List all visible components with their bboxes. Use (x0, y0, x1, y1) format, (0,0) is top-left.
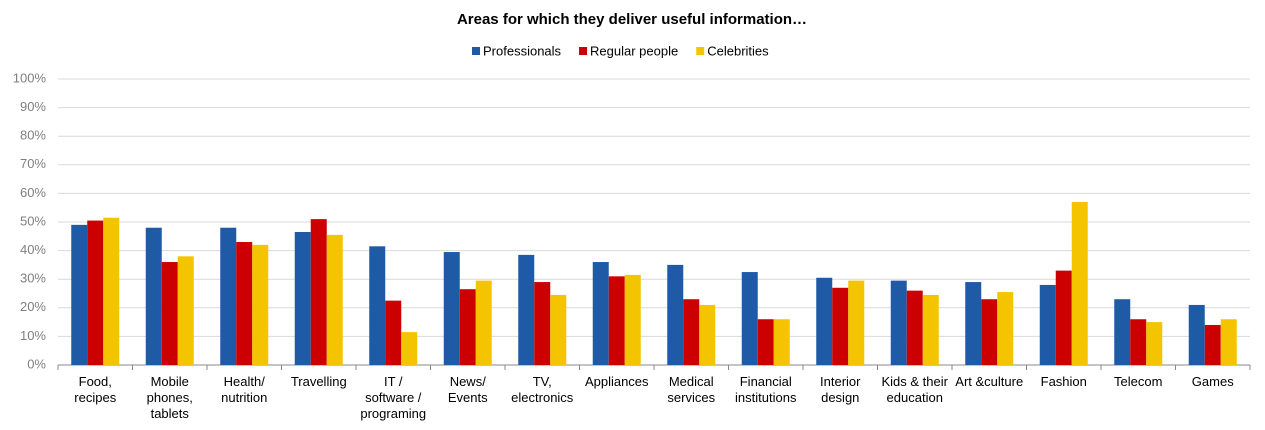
bar (550, 294, 567, 365)
bar (699, 304, 716, 365)
bar (997, 292, 1014, 365)
bar (310, 219, 327, 365)
bar (741, 272, 758, 365)
bar (103, 217, 120, 365)
bar (401, 332, 418, 365)
y-tick-label: 60% (20, 185, 46, 200)
x-tick-label: Kids & their education (881, 374, 948, 405)
bar (608, 276, 625, 365)
legend-label: Celebrities (707, 43, 769, 58)
y-tick-label: 90% (20, 99, 46, 114)
x-tick-label: Games (1191, 374, 1234, 389)
legend-label: Regular people (590, 43, 678, 58)
x-tick-label: Financial institutions (735, 374, 797, 405)
bar (294, 232, 311, 365)
bar (443, 252, 460, 365)
bar (683, 299, 700, 365)
bar (385, 300, 402, 365)
x-tick-label: Interior design (820, 374, 861, 405)
bar (1220, 319, 1237, 365)
bar (816, 277, 833, 365)
bar (965, 282, 982, 365)
bar (177, 256, 194, 365)
bar (145, 227, 162, 365)
bar (592, 262, 609, 365)
x-tick-label: Health/ nutrition (221, 374, 268, 405)
legend-swatch (472, 47, 480, 55)
bar (1114, 299, 1131, 365)
bar (236, 242, 253, 365)
y-tick-label: 10% (20, 328, 46, 343)
bar (667, 264, 684, 365)
y-tick-label: 20% (20, 299, 46, 314)
chart-title: Areas for which they deliver useful info… (457, 11, 807, 28)
bar (1188, 304, 1205, 365)
bar (848, 280, 865, 365)
x-tick-label: IT / software / programing (360, 374, 427, 421)
bar (161, 262, 178, 365)
bar (1204, 324, 1221, 365)
y-tick-label: 80% (20, 128, 46, 143)
x-tick-label: TV, electronics (511, 374, 574, 405)
bar (1055, 270, 1072, 365)
y-tick-label: 70% (20, 156, 46, 171)
bar (1071, 201, 1088, 365)
x-tick-label: Mobile phones, tablets (146, 374, 193, 421)
x-tick-label: Art &culture (955, 374, 1024, 389)
bar (1130, 319, 1147, 365)
bar (757, 319, 774, 365)
bar (1146, 322, 1163, 365)
bar (518, 254, 535, 365)
x-tick-label: Fashion (1040, 374, 1087, 389)
x-tick-label: Telecom (1114, 374, 1163, 389)
bar (326, 234, 343, 365)
x-tick-label: Travelling (290, 374, 347, 389)
bar (369, 246, 386, 365)
y-tick-label: 50% (20, 213, 46, 228)
bar (773, 319, 790, 365)
x-tick-label: Medical services (667, 374, 716, 405)
x-tick-label: News/ Events (447, 374, 488, 405)
bar (890, 280, 907, 365)
bar (1039, 284, 1056, 365)
y-tick-label: 0% (27, 356, 46, 371)
bar (981, 299, 998, 365)
bar (832, 287, 849, 365)
y-tick-label: 30% (20, 271, 46, 286)
bar (534, 282, 551, 365)
legend-swatch (696, 47, 705, 55)
bar (252, 244, 269, 365)
bar (71, 224, 88, 365)
legend-label: Professionals (483, 43, 562, 58)
bar (459, 289, 476, 365)
y-tick-label: 40% (20, 242, 46, 257)
bar (906, 290, 923, 365)
bar (922, 294, 939, 365)
bar (87, 220, 104, 365)
x-tick-label: Food, recipes (74, 374, 117, 405)
x-tick-label: Appliances (584, 374, 649, 389)
bar (220, 227, 237, 365)
bar (475, 280, 492, 365)
y-tick-label: 100% (13, 70, 47, 85)
legend-swatch (579, 47, 588, 55)
bar (624, 274, 641, 365)
